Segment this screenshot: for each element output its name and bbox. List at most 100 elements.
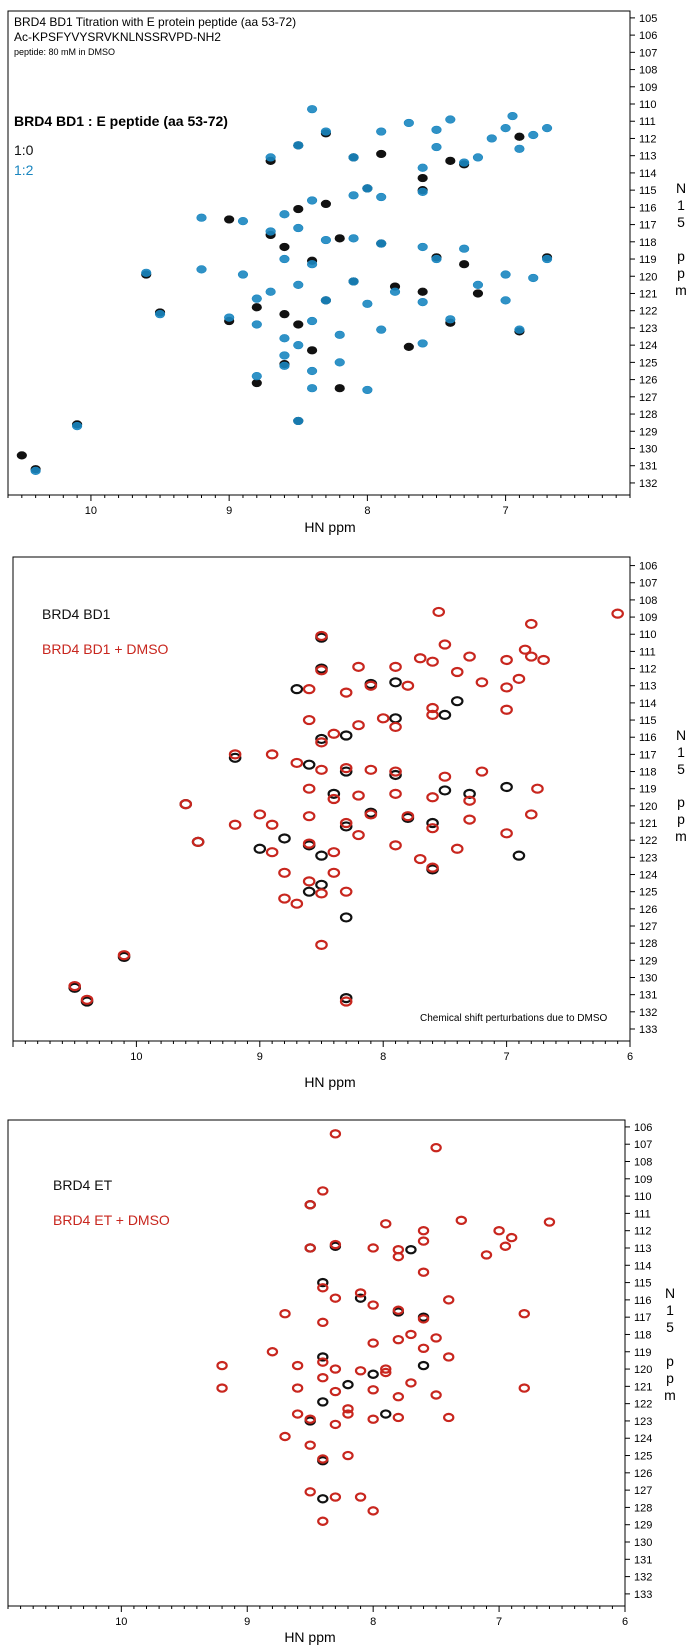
peak-point bbox=[500, 828, 513, 839]
svg-text:m: m bbox=[675, 282, 687, 298]
peak-point bbox=[413, 653, 427, 664]
y-tick-label: 128 bbox=[639, 409, 657, 421]
peak-point bbox=[531, 783, 544, 794]
chart-title: BRD4 BD1 Titration with E protein peptid… bbox=[14, 15, 296, 29]
peak-point bbox=[304, 1414, 316, 1424]
peak-point bbox=[228, 819, 242, 830]
peak-point bbox=[253, 843, 267, 854]
peak-point bbox=[541, 124, 553, 133]
peak-point bbox=[237, 217, 249, 226]
peak-point bbox=[392, 1334, 405, 1345]
peak-point bbox=[317, 1357, 329, 1367]
peak-point bbox=[306, 196, 318, 205]
peak-point bbox=[278, 893, 291, 904]
y-tick-label: 123 bbox=[639, 323, 657, 335]
peak-point bbox=[500, 781, 513, 793]
svg-text:p: p bbox=[666, 1353, 674, 1369]
peak-point bbox=[389, 769, 402, 781]
peak-point bbox=[329, 1129, 342, 1139]
peak-point bbox=[543, 1217, 556, 1227]
peak-point bbox=[392, 1412, 405, 1423]
peak-point bbox=[141, 268, 152, 277]
peak-point bbox=[228, 749, 242, 760]
peak-point bbox=[426, 823, 439, 834]
peak-point bbox=[339, 687, 353, 698]
peak-point bbox=[216, 1360, 228, 1371]
peak-point bbox=[317, 1494, 329, 1504]
peak-point bbox=[315, 764, 328, 775]
y-tick-label: 129 bbox=[634, 1520, 652, 1532]
peak-point bbox=[279, 210, 290, 219]
series-1 bbox=[68, 606, 624, 1007]
peak-point bbox=[432, 606, 446, 618]
peak-point bbox=[320, 199, 332, 209]
y-tick-label: 116 bbox=[639, 202, 657, 214]
peak-point bbox=[348, 277, 359, 286]
peak-point bbox=[196, 213, 207, 222]
peak-point bbox=[450, 696, 464, 707]
peak-point bbox=[237, 270, 249, 279]
y-tick-label: 124 bbox=[639, 340, 657, 352]
peak-point bbox=[216, 1383, 228, 1393]
peak-point bbox=[306, 346, 318, 355]
peak-point bbox=[315, 939, 328, 950]
y-tick-label: 120 bbox=[634, 1364, 652, 1376]
peak-point bbox=[304, 1200, 316, 1210]
peak-point bbox=[417, 1236, 430, 1246]
peak-point bbox=[293, 141, 304, 150]
svg-text:p: p bbox=[677, 794, 685, 810]
peak-point bbox=[317, 1516, 329, 1526]
peak-point bbox=[459, 158, 470, 167]
svg-text:m: m bbox=[664, 1387, 676, 1403]
peak-point bbox=[392, 1251, 405, 1262]
peak-point bbox=[354, 1293, 367, 1303]
peak-point bbox=[367, 1369, 379, 1379]
nmr-panel-et-dmso: 10 9 8 7 61061071081091101111121131141151161… bbox=[7, 1119, 676, 1645]
peak-point bbox=[253, 809, 267, 820]
y-tick-label: 113 bbox=[639, 151, 657, 163]
y-tick-label: 131 bbox=[634, 1554, 652, 1566]
peak-point bbox=[293, 223, 304, 233]
peak-point bbox=[438, 709, 452, 721]
svg-text:m: m bbox=[675, 828, 687, 844]
peak-point bbox=[339, 730, 353, 741]
y-tick-label: 126 bbox=[634, 1468, 652, 1480]
svg-text:N: N bbox=[676, 180, 686, 196]
legend-series-bd1-dmso: BRD4 BD1 + DMSO bbox=[42, 641, 169, 657]
peak-point bbox=[251, 378, 262, 388]
peak-point bbox=[354, 1366, 367, 1376]
peak-point bbox=[507, 111, 518, 121]
y-tick-label: 119 bbox=[639, 254, 657, 266]
peak-point bbox=[450, 843, 464, 854]
x-axis-label: HN ppm bbox=[304, 1074, 355, 1090]
peak-point bbox=[426, 702, 439, 714]
peak-point bbox=[278, 867, 291, 878]
peak-point bbox=[430, 1142, 442, 1153]
peak-point bbox=[293, 341, 304, 350]
y-tick-label: 124 bbox=[634, 1433, 652, 1445]
peak-layer bbox=[16, 105, 553, 475]
peak-point bbox=[518, 644, 532, 655]
peak-point bbox=[472, 280, 484, 289]
peak-point bbox=[376, 713, 390, 724]
y-tick-label: 130 bbox=[639, 443, 657, 455]
axis-ticks: 10 9 8 710510610710810911011111211311411511… bbox=[7, 13, 657, 517]
peak-point bbox=[306, 366, 318, 376]
peak-point bbox=[302, 886, 316, 897]
peak-point bbox=[367, 1506, 379, 1516]
peak-point bbox=[401, 680, 415, 691]
y-tick-label: 112 bbox=[639, 133, 657, 145]
peak-point bbox=[334, 358, 345, 367]
y-tick-label: 128 bbox=[634, 1502, 652, 1514]
y-tick-label: 131 bbox=[639, 990, 657, 1002]
x-tick-label: 8 bbox=[364, 505, 370, 517]
y-tick-label: 110 bbox=[634, 1191, 652, 1203]
peak-point bbox=[364, 764, 378, 775]
x-tick-label: 8 bbox=[380, 1051, 386, 1063]
peak-point bbox=[376, 149, 387, 159]
peak-point bbox=[524, 651, 538, 662]
peak-point bbox=[279, 254, 290, 264]
peak-point bbox=[327, 847, 341, 858]
legend-series-1-0: 1:0 bbox=[14, 142, 34, 158]
y-axis-label: N 1 5 p p m bbox=[675, 180, 687, 298]
